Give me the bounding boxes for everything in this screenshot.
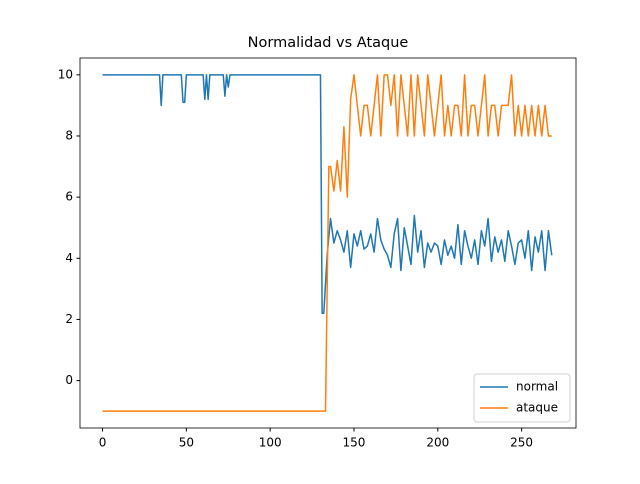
x-tick-label: 0 bbox=[99, 436, 107, 450]
plot-frame bbox=[79, 57, 577, 429]
x-tick-label: 250 bbox=[510, 436, 533, 450]
y-tick-label: 6 bbox=[65, 190, 73, 204]
x-tick-label: 200 bbox=[426, 436, 449, 450]
x-tick-label: 150 bbox=[343, 436, 366, 450]
legend-label: ataque bbox=[516, 401, 558, 415]
y-tick-label: 10 bbox=[58, 67, 73, 81]
x-tick-label: 50 bbox=[179, 436, 194, 450]
line bbox=[102, 74, 553, 315]
line bbox=[102, 74, 552, 412]
y-tick-label: 2 bbox=[65, 312, 73, 326]
chart-title: Normalidad vs Ataque bbox=[248, 35, 409, 51]
legend-box bbox=[473, 373, 571, 423]
y-tick-label: 8 bbox=[65, 128, 73, 142]
y-tick-label: 4 bbox=[65, 251, 73, 265]
y-tick-label: 0 bbox=[65, 373, 73, 387]
x-tick-label: 100 bbox=[259, 436, 282, 450]
legend-label: normal bbox=[516, 380, 558, 394]
